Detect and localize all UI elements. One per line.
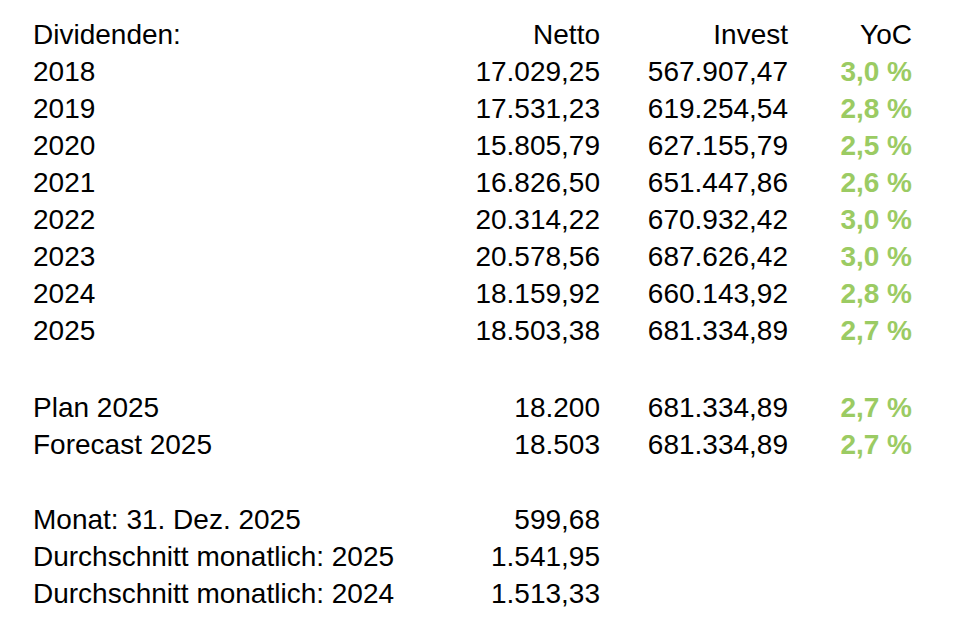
netto-value: 18.159,92 xyxy=(412,275,600,312)
projection-label: Forecast 2025 xyxy=(33,426,412,463)
yoc-value: 2,5 % xyxy=(788,127,912,164)
year-label: 2019 xyxy=(33,90,412,127)
year-label: 2021 xyxy=(33,164,412,201)
netto-value: 20.314,22 xyxy=(412,201,600,238)
year-label: 2018 xyxy=(33,53,412,90)
year-label: 2020 xyxy=(33,127,412,164)
table-title: Dividenden: xyxy=(33,16,412,53)
yoc-value: 3,0 % xyxy=(788,238,912,275)
netto-value: 20.578,56 xyxy=(412,238,600,275)
blank-row xyxy=(33,463,912,501)
yoc-value: 2,6 % xyxy=(788,164,912,201)
yoc-value: 2,8 % xyxy=(788,90,912,127)
invest-value: 681.334,89 xyxy=(600,426,788,463)
blank-row xyxy=(33,349,912,389)
spacer xyxy=(33,349,912,389)
year-label: 2023 xyxy=(33,238,412,275)
table-row-2022: 2022 20.314,22 670.932,42 3,0 % xyxy=(33,201,912,238)
yoc-value: 3,0 % xyxy=(788,53,912,90)
invest-value: 627.155,79 xyxy=(600,127,788,164)
column-header-invest: Invest xyxy=(600,16,788,53)
invest-value: 687.626,42 xyxy=(600,238,788,275)
monthly-value: 1.541,95 xyxy=(412,538,600,575)
table-row-2019: 2019 17.531,23 619.254,54 2,8 % xyxy=(33,90,912,127)
dividends-page: Dividenden: Netto Invest YoC 2018 17.029… xyxy=(0,0,958,622)
column-header-netto: Netto xyxy=(412,16,600,53)
year-label: 2024 xyxy=(33,275,412,312)
netto-value: 18.503 xyxy=(412,426,600,463)
netto-value: 17.029,25 xyxy=(412,53,600,90)
table-row-2024: 2024 18.159,92 660.143,92 2,8 % xyxy=(33,275,912,312)
table-row-2023: 2023 20.578,56 687.626,42 3,0 % xyxy=(33,238,912,275)
yoc-value: 2,8 % xyxy=(788,275,912,312)
year-label: 2025 xyxy=(33,312,412,349)
monthly-value: 599,68 xyxy=(412,501,600,538)
monthly-section: Monat: 31. Dez. 2025 599,68 Durchschnitt… xyxy=(33,501,912,612)
monthly-value: 1.513,33 xyxy=(412,575,600,612)
table-row-plan-2025: Plan 2025 18.200 681.334,89 2,7 % xyxy=(33,389,912,426)
yoc-value: 2,7 % xyxy=(788,312,912,349)
invest-value: 651.447,86 xyxy=(600,164,788,201)
table-row-durchschnitt-2024: Durchschnitt monatlich: 2024 1.513,33 xyxy=(33,575,912,612)
table-row-2025: 2025 18.503,38 681.334,89 2,7 % xyxy=(33,312,912,349)
netto-value: 18.200 xyxy=(412,389,600,426)
header-section: Dividenden: Netto Invest YoC xyxy=(33,16,912,53)
netto-value: 16.826,50 xyxy=(412,164,600,201)
yoc-value: 2,7 % xyxy=(788,426,912,463)
column-header-yoc: YoC xyxy=(788,16,912,53)
table-row-2020: 2020 15.805,79 627.155,79 2,5 % xyxy=(33,127,912,164)
table-row-durchschnitt-2025: Durchschnitt monatlich: 2025 1.541,95 xyxy=(33,538,912,575)
dividends-table: Dividenden: Netto Invest YoC 2018 17.029… xyxy=(33,16,912,612)
invest-value: 660.143,92 xyxy=(600,275,788,312)
years-section: 2018 17.029,25 567.907,47 3,0 % 2019 17.… xyxy=(33,53,912,349)
header-row: Dividenden: Netto Invest YoC xyxy=(33,16,912,53)
table-row-forecast-2025: Forecast 2025 18.503 681.334,89 2,7 % xyxy=(33,426,912,463)
spacer xyxy=(33,463,912,501)
netto-value: 15.805,79 xyxy=(412,127,600,164)
table-row-2018: 2018 17.029,25 567.907,47 3,0 % xyxy=(33,53,912,90)
monthly-label: Durchschnitt monatlich: 2025 xyxy=(33,538,412,575)
year-label: 2022 xyxy=(33,201,412,238)
invest-value: 567.907,47 xyxy=(600,53,788,90)
table-row-monat-dez-2025: Monat: 31. Dez. 2025 599,68 xyxy=(33,501,912,538)
yoc-value: 2,7 % xyxy=(788,389,912,426)
netto-value: 18.503,38 xyxy=(412,312,600,349)
table-row-2021: 2021 16.826,50 651.447,86 2,6 % xyxy=(33,164,912,201)
netto-value: 17.531,23 xyxy=(412,90,600,127)
invest-value: 681.334,89 xyxy=(600,312,788,349)
monthly-label: Durchschnitt monatlich: 2024 xyxy=(33,575,412,612)
invest-value: 670.932,42 xyxy=(600,201,788,238)
yoc-value: 3,0 % xyxy=(788,201,912,238)
invest-value: 681.334,89 xyxy=(600,389,788,426)
projection-label: Plan 2025 xyxy=(33,389,412,426)
monthly-label: Monat: 31. Dez. 2025 xyxy=(33,501,412,538)
projections-section: Plan 2025 18.200 681.334,89 2,7 % Foreca… xyxy=(33,389,912,463)
invest-value: 619.254,54 xyxy=(600,90,788,127)
